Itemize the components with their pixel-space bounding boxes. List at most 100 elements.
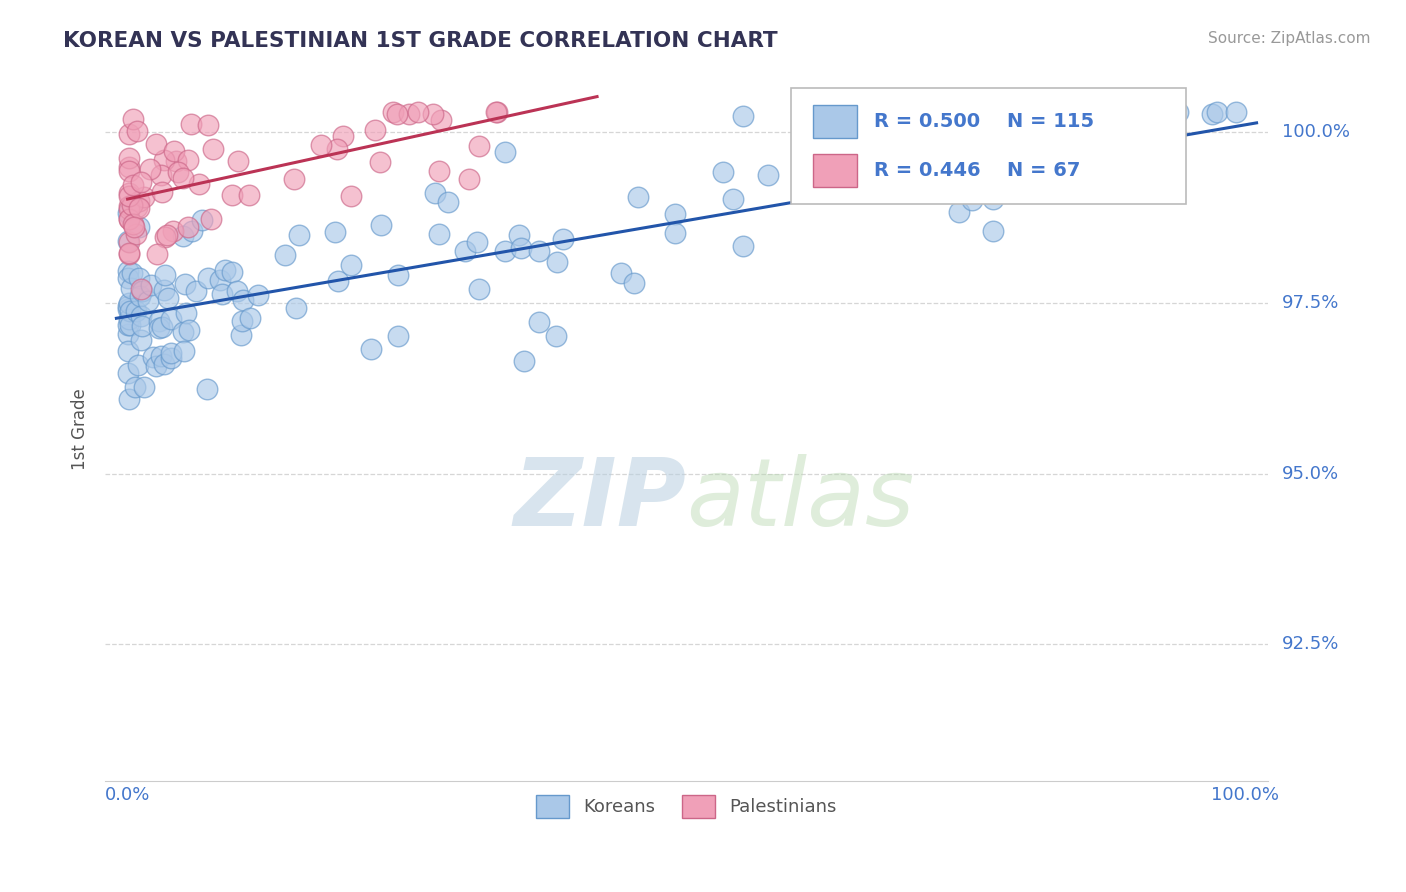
Point [406, 104, 429, 119]
Point [139, 278, 162, 293]
Point [136, 294, 159, 309]
Point [124, 219, 146, 234]
Point [627, 190, 650, 204]
Point [118, 202, 141, 216]
Point [117, 234, 139, 248]
Point [285, 301, 308, 315]
Point [149, 349, 172, 363]
Point [153, 283, 176, 297]
Point [157, 291, 180, 305]
Point [162, 224, 184, 238]
Point [238, 187, 260, 202]
Point [364, 123, 387, 137]
Point [121, 266, 143, 280]
Point [128, 201, 150, 215]
Point [118, 160, 141, 174]
Point [118, 311, 141, 326]
Point [139, 161, 162, 176]
Point [128, 220, 150, 235]
Point [173, 344, 195, 359]
Point [731, 239, 754, 253]
Point [118, 245, 141, 260]
Point [150, 320, 173, 334]
Point [153, 268, 176, 283]
Point [340, 258, 363, 272]
Point [664, 226, 686, 240]
Point [211, 287, 233, 301]
Legend: Koreans, Palestinians: Koreans, Palestinians [529, 789, 844, 825]
Point [159, 312, 181, 326]
Point [387, 268, 409, 283]
Point [117, 300, 139, 314]
Point [458, 172, 481, 186]
Text: ZIP: ZIP [513, 453, 686, 546]
Point [385, 106, 408, 120]
Point [368, 154, 391, 169]
Point [177, 219, 200, 234]
Point [177, 323, 200, 337]
Point [125, 227, 148, 242]
Point [118, 151, 141, 165]
Point [122, 217, 145, 231]
Text: R = 0.500: R = 0.500 [873, 112, 980, 131]
Point [510, 241, 533, 255]
Point [125, 124, 148, 138]
Point [163, 145, 186, 159]
Point [128, 194, 150, 208]
Point [117, 392, 139, 407]
Point [983, 224, 1005, 238]
Point [118, 235, 141, 249]
Point [527, 315, 550, 329]
Point [239, 311, 262, 326]
Point [160, 345, 183, 359]
Point [148, 321, 170, 335]
Point [981, 192, 1004, 206]
Point [274, 248, 297, 262]
Point [118, 164, 141, 178]
Point [427, 227, 450, 241]
Point [221, 188, 243, 202]
Point [896, 104, 918, 119]
Bar [813, 153, 858, 187]
Point [117, 366, 139, 380]
Point [145, 136, 167, 151]
Point [468, 139, 491, 153]
Point [180, 224, 202, 238]
Point [454, 244, 477, 259]
Text: KOREAN VS PALESTINIAN 1ST GRADE CORRELATION CHART: KOREAN VS PALESTINIAN 1ST GRADE CORRELAT… [63, 31, 778, 51]
Point [117, 326, 139, 341]
Point [508, 228, 530, 243]
Point [202, 142, 225, 156]
Point [200, 212, 222, 227]
Point [117, 343, 139, 358]
Text: 92.5%: 92.5% [1282, 635, 1339, 653]
Point [711, 165, 734, 179]
Point [150, 185, 173, 199]
Point [180, 117, 202, 131]
Point [129, 310, 152, 324]
Point [121, 198, 143, 212]
Point [160, 351, 183, 365]
Point [167, 165, 190, 179]
Point [127, 358, 149, 372]
Point [948, 204, 970, 219]
Point [195, 382, 218, 396]
Point [623, 276, 645, 290]
Point [197, 271, 219, 285]
Point [131, 284, 153, 298]
Point [118, 199, 141, 213]
Point [664, 207, 686, 221]
Point [174, 277, 197, 291]
Point [1225, 104, 1247, 119]
Point [381, 104, 404, 119]
Point [733, 109, 755, 123]
Point [226, 284, 249, 298]
Point [422, 106, 444, 120]
Point [118, 127, 141, 141]
Point [485, 104, 508, 119]
Point [1201, 106, 1223, 120]
Point [120, 281, 142, 295]
Text: 97.5%: 97.5% [1282, 293, 1339, 312]
Point [494, 145, 516, 160]
Point [429, 164, 451, 178]
